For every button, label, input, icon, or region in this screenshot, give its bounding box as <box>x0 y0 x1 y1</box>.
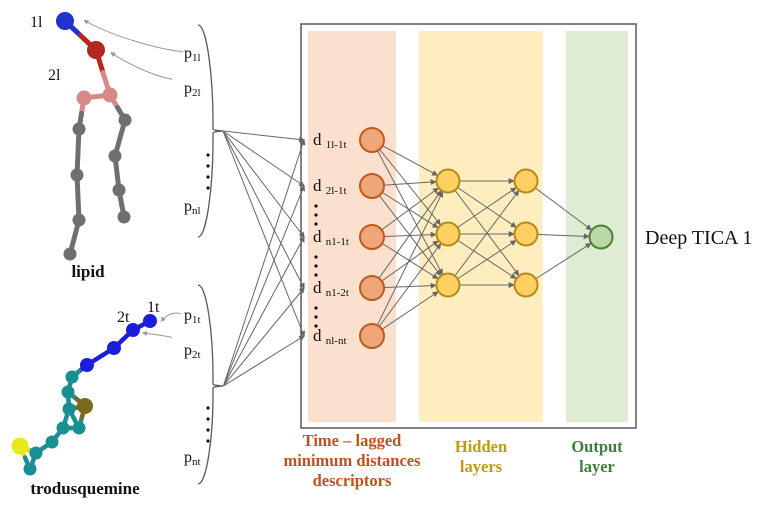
svg-text:descriptors: descriptors <box>313 471 392 490</box>
svg-text:trodusquemine: trodusquemine <box>30 479 140 498</box>
svg-text:1l: 1l <box>30 14 43 31</box>
svg-text:Deep TICA 1: Deep TICA 1 <box>645 227 752 249</box>
svg-text:2t: 2t <box>117 309 130 326</box>
svg-text:p2l: p2l <box>184 80 201 99</box>
svg-text:lipid: lipid <box>71 262 105 281</box>
svg-text:p1t: p1t <box>184 307 201 326</box>
svg-text:layer: layer <box>579 457 615 476</box>
svg-text:Output: Output <box>571 437 623 456</box>
svg-text:Hidden: Hidden <box>455 437 507 456</box>
svg-text:p2t: p2t <box>184 342 201 361</box>
svg-text:1t: 1t <box>147 299 160 316</box>
svg-text:pnl: pnl <box>184 198 201 217</box>
svg-text:p1l: p1l <box>184 45 201 64</box>
svg-text:Time – lagged: Time – lagged <box>303 431 402 450</box>
svg-text:minimum distances: minimum distances <box>283 451 421 470</box>
svg-text:2l: 2l <box>48 67 61 84</box>
svg-text:layers: layers <box>460 457 503 476</box>
svg-text:pnt: pnt <box>184 449 201 468</box>
